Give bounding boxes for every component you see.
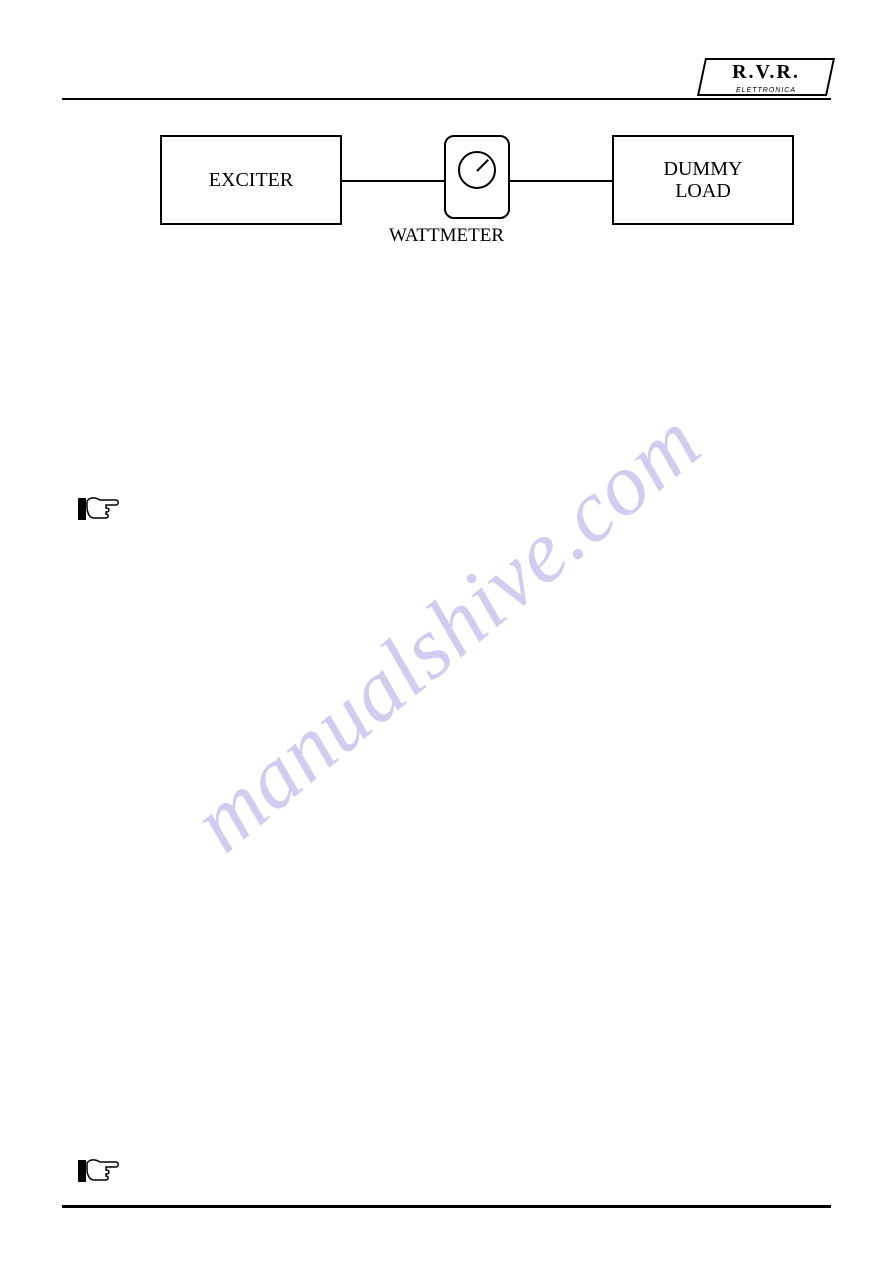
footer-rule (62, 1205, 831, 1208)
wattmeter-label: WATTMETER (0, 225, 893, 247)
note-hand-icon (78, 494, 120, 524)
watermark-text: manualshive.com (173, 391, 719, 872)
wire-exciter-to-meter (342, 180, 444, 182)
block-dummy-load: DUMMY LOAD (612, 135, 794, 225)
block-dummy-load-label: DUMMY LOAD (664, 158, 743, 202)
logo-subtext: ELETTRONICA (701, 87, 831, 94)
wire-meter-to-load (510, 180, 612, 182)
block-exciter: EXCITER (160, 135, 342, 225)
pointing-hand-icon (86, 494, 122, 524)
wattmeter-block (444, 135, 510, 219)
header-rule (62, 98, 831, 100)
brand-logo: R.V.R. ELETTRONICA (701, 58, 831, 96)
logo-text: R.V.R. (701, 61, 831, 84)
pointing-hand-icon (86, 1156, 122, 1186)
block-exciter-label: EXCITER (209, 169, 293, 191)
block-diagram: EXCITER WATTMETER DUMMY LOAD (0, 135, 893, 255)
note-hand-icon (78, 1156, 120, 1186)
hand-cuff-icon (78, 498, 86, 520)
hand-cuff-icon (78, 1160, 86, 1182)
